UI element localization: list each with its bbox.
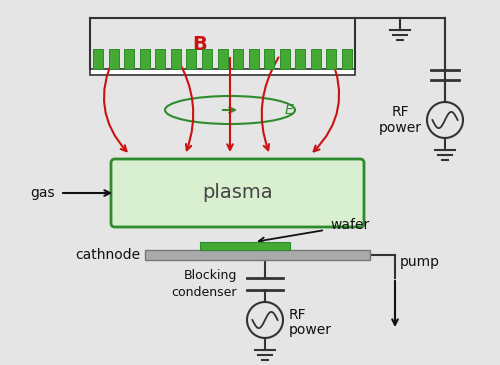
Text: Blocking
condenser: Blocking condenser (172, 269, 237, 299)
Bar (186, 49, 196, 69)
Bar (108, 49, 118, 69)
FancyBboxPatch shape (111, 159, 364, 227)
Bar (296, 49, 306, 69)
Bar (145, 250, 370, 260)
Bar (140, 49, 149, 69)
Bar (155, 49, 165, 69)
Bar (264, 49, 274, 69)
Bar (90, 69, 355, 75)
Text: wafer: wafer (330, 218, 369, 232)
Text: gas: gas (30, 186, 55, 200)
Text: power: power (378, 121, 422, 135)
Bar (311, 49, 321, 69)
Text: pump: pump (400, 255, 440, 269)
Text: RF: RF (391, 105, 409, 119)
Bar (248, 49, 258, 69)
Bar (200, 242, 290, 250)
Text: B: B (192, 35, 208, 54)
Bar (124, 49, 134, 69)
Text: E: E (285, 103, 294, 117)
Text: plasma: plasma (202, 184, 273, 203)
Bar (93, 49, 103, 69)
Bar (202, 49, 212, 69)
Bar (233, 49, 243, 69)
Bar (280, 49, 290, 69)
Text: power: power (289, 323, 332, 337)
Text: RF: RF (289, 308, 306, 322)
Bar (326, 49, 336, 69)
Bar (171, 49, 181, 69)
Bar (342, 49, 352, 69)
Bar (218, 49, 228, 69)
Text: cathnode: cathnode (75, 248, 140, 262)
